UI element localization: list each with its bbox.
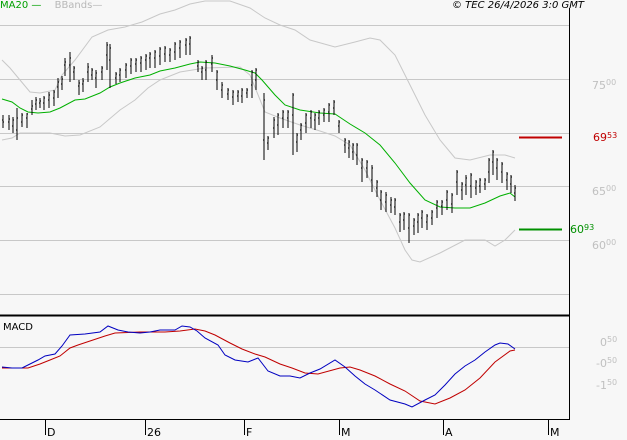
panel-frames	[0, 8, 570, 420]
legend-bbands: BBands—	[54, 0, 103, 11]
chart-legend: MA20 — BBands—	[0, 0, 102, 11]
macd-title: MACD	[3, 322, 33, 333]
price-grid	[0, 25, 569, 295]
price-label-7500: 7500	[592, 78, 617, 92]
x-label-mar: M	[341, 426, 351, 439]
resistance-label: 6953	[593, 131, 618, 144]
x-label-may: M	[550, 426, 560, 439]
macd-label--1.50: -150	[596, 378, 618, 392]
price-label-6500: 6500	[592, 184, 617, 198]
x-label-apr: A	[445, 426, 453, 439]
price-label-6000: 6000	[592, 238, 617, 252]
signal-line	[2, 328, 516, 405]
x-label-dec: D	[47, 426, 56, 439]
x-label-2026: 26	[147, 426, 161, 439]
x-ticks	[45, 420, 549, 435]
x-label-feb: F	[246, 426, 253, 439]
price-bars	[2, 36, 516, 243]
ma20-line	[1, 61, 516, 209]
bbands-lines	[1, 0, 516, 263]
macd-line	[1, 325, 516, 408]
macd-label-0.50: 050	[600, 335, 618, 349]
copyright-text: © TEC 26/4/2026 3:0 GMT	[452, 0, 584, 11]
legend-ma20: MA20 —	[0, 0, 42, 11]
support-label: 6093	[570, 223, 595, 236]
macd-label--0.50: -050	[596, 356, 618, 370]
